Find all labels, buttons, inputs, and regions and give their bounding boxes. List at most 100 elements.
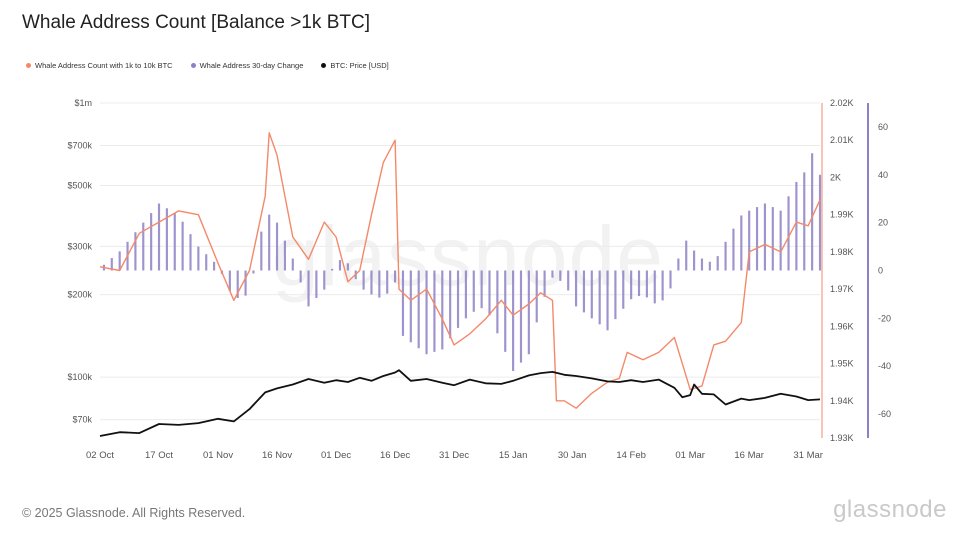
count-tick-label: 1.95K [830,359,854,369]
series-lines [99,132,821,437]
count-tick-label: 1.98K [830,247,854,257]
count-tick-label: 1.99K [830,210,854,220]
change-bar [236,270,239,299]
legend-label-btc-price: BTC: Price [USD] [330,61,389,70]
change-bar [637,270,641,297]
count-tick-label: 2.02K [830,98,854,108]
change-bar [173,213,176,271]
x-tick-label: 30 Jan [558,450,587,461]
change-bar [275,222,279,271]
change-bar [315,270,318,299]
change-bar [645,270,648,298]
change-bar [755,207,759,271]
change-bar [724,241,727,271]
change-bar [488,270,491,316]
change-bar [456,270,460,328]
change-bar [559,270,562,281]
change-bar [748,210,751,271]
change-bar [401,270,405,336]
x-tick-label: 01 Dec [321,450,351,461]
x-tick-label: 16 Nov [262,450,292,461]
legend-item-30day-change[interactable]: Whale Address 30-day Change [190,61,304,70]
change-bar [417,270,420,349]
change-bar [512,270,515,371]
left-tick-label: $70k [72,415,92,425]
change-bar [331,268,334,271]
change-bar [394,270,397,283]
change-bar [197,246,200,271]
change-bar [818,174,822,271]
change-tick-label: 60 [878,122,888,132]
chart-title: Whale Address Count [Balance >1k BTC] [22,12,370,33]
legend-label-30day-change: Whale Address 30-day Change [199,61,304,70]
change-bar [811,153,814,271]
change-bar [716,256,719,271]
change-tick-label: 20 [878,218,888,228]
change-bar [299,270,302,283]
btc-price-line [99,369,821,437]
change-bar [181,221,184,271]
change-bar [205,254,208,271]
axes: $1m $700k $500k $300k $200k $100k $70k 2.02K 2.0… [67,98,891,461]
change-bar [504,270,507,352]
change-bar [252,270,255,274]
count-tick-label: 2K [830,172,841,182]
legend-item-btc-price[interactable]: BTC: Price [USD] [321,61,389,70]
change-bar [118,251,121,271]
change-tick-label: 0 [878,266,883,276]
left-tick-label: $200k [67,290,92,300]
change-bar [228,270,231,291]
left-tick-label: $700k [67,140,92,150]
change-bar [771,207,774,271]
legend-item-whale-count[interactable]: Whale Address Count with 1k to 10k BTC [26,61,173,70]
change-bar [307,270,310,307]
change-bar [700,258,704,271]
x-tick-label: 16 Mar [734,450,764,461]
change-bar [622,270,625,309]
change-bar [346,263,349,271]
left-tick-label: $500k [67,181,92,191]
change-bar [614,270,617,320]
left-tick-label: $300k [67,241,92,251]
change-tick-label: -40 [878,361,891,371]
x-tick-label: 02 Oct [86,450,114,461]
change-bar [464,270,467,319]
change-bar [472,270,475,312]
change-bar [110,258,113,271]
change-bar [590,270,593,319]
change-bar [630,270,633,300]
glassnode-logo: glassnode [833,496,947,523]
change-bar [732,228,735,271]
change-bar [283,240,286,271]
change-bar [157,203,161,271]
change-bar [378,270,381,298]
change-bar [449,270,452,339]
change-bar [441,270,444,350]
change-bar [708,261,711,271]
change-bar [543,270,546,297]
change-bar [291,258,294,271]
change-bar [795,181,798,271]
change-bar [362,270,365,290]
change-bar [323,270,326,290]
grid [100,102,820,421]
change-bar [582,270,586,313]
change-bar [165,208,168,271]
x-tick-label: 31 Dec [439,450,469,461]
change-bar [244,270,247,296]
whale-count-line [99,132,821,409]
change-bar [527,270,530,355]
change-bar [189,234,192,271]
change-bar [653,270,656,304]
change-bar [260,231,263,271]
count-tick-label: 2.01K [830,135,854,145]
change-bar [740,215,743,271]
legend-swatch-30day-change [190,63,196,68]
left-tick-label: $100k [67,372,92,382]
change-tick-label: -60 [878,409,891,419]
change-bar [803,172,806,271]
change-bar [433,270,436,352]
change-bar [779,210,782,271]
count-tick-label: 1.93K [830,433,854,443]
change-bar [370,270,373,295]
